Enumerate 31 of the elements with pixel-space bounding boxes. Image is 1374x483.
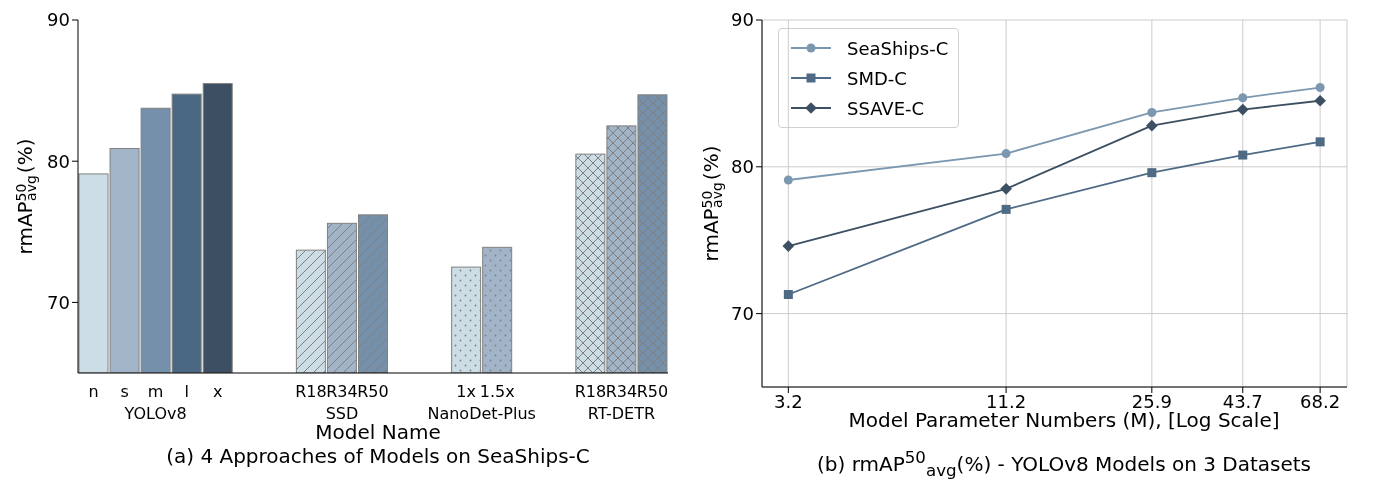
x-tick-label: R50 bbox=[636, 382, 669, 401]
text: NanoDet-Plus bbox=[427, 404, 536, 423]
x-tick-label: m bbox=[147, 382, 164, 401]
y-tick-label: 80 bbox=[47, 150, 70, 172]
x-axis-title: Model Name bbox=[315, 420, 441, 444]
x-tick-label: 3.2 bbox=[774, 390, 803, 412]
legend-label: SSAVE-C bbox=[847, 97, 925, 119]
x-tick-label: 1x bbox=[456, 382, 476, 401]
series-label: YOLOv8 bbox=[123, 404, 187, 423]
x-tick-label: R18 bbox=[574, 382, 607, 401]
x-tick-label: R18 bbox=[295, 382, 327, 401]
x-tick-label: 1.5x bbox=[479, 382, 515, 401]
y-tick-label: 80 bbox=[731, 156, 754, 178]
x-tick-label: l bbox=[184, 382, 189, 401]
x-tick-label: R34 bbox=[605, 382, 638, 401]
x-tick-label: 68.2 bbox=[1300, 390, 1341, 412]
legend-label: SeaShips-C bbox=[847, 37, 949, 59]
y-tick-label: 70 bbox=[731, 302, 754, 324]
series-label: RT-DETR bbox=[587, 404, 656, 423]
y-tick-label: 90 bbox=[47, 9, 70, 31]
x-tick-label: n bbox=[88, 382, 99, 401]
x-tick-label: s bbox=[120, 382, 129, 401]
x-tick-label: R34 bbox=[326, 382, 358, 401]
text: (a) 4 Approaches of Models on SeaShips-C bbox=[165, 444, 591, 468]
series-label: SSD bbox=[325, 404, 359, 423]
y-tick-label: 90 bbox=[731, 9, 754, 31]
x-tick-label: R50 bbox=[357, 382, 389, 401]
text: (b) rmAP$^{50}$$_{avg}$(%) - YOLOv8 Models on 3 Datasets bbox=[816, 447, 1312, 482]
y-tick-label: 70 bbox=[47, 291, 70, 313]
x-tick-label: x bbox=[213, 382, 223, 401]
legend-label: SMD-C bbox=[847, 67, 907, 89]
